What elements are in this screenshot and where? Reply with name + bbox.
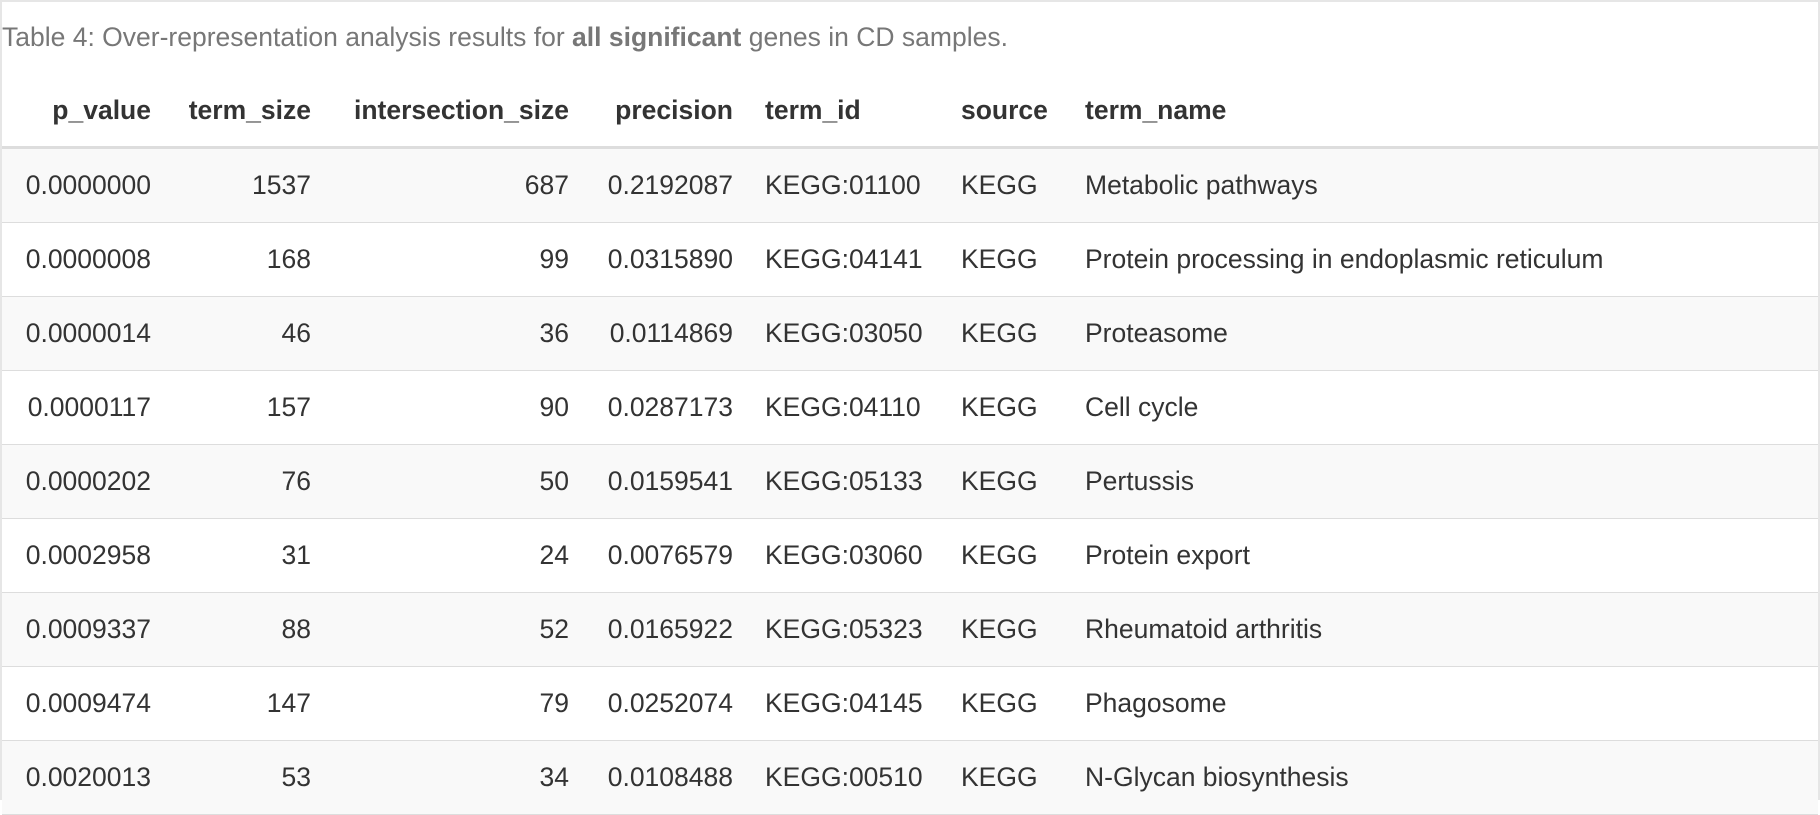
cell-term-id: KEGG:05323 <box>749 592 945 667</box>
cell-term-size: 88 <box>167 592 327 667</box>
table-row: 0.0020013 53 34 0.0108488 KEGG:00510 KEG… <box>2 740 1818 815</box>
cell-source: KEGG <box>945 444 1069 519</box>
header-row: p_value term_size intersection_size prec… <box>2 74 1818 149</box>
cell-intersection-size: 36 <box>327 296 585 371</box>
cell-source: KEGG <box>945 147 1069 223</box>
cell-precision: 0.0287173 <box>585 370 749 445</box>
cell-p-value: 0.0000202 <box>2 444 167 519</box>
cell-intersection-size: 24 <box>327 518 585 593</box>
column-header-precision[interactable]: precision <box>585 74 749 149</box>
caption-emphasis: all significant <box>572 22 742 52</box>
table-row: 0.0000014 46 36 0.0114869 KEGG:03050 KEG… <box>2 296 1818 371</box>
cell-term-name: Rheumatoid arthritis <box>1069 592 1818 667</box>
cell-intersection-size: 50 <box>327 444 585 519</box>
cell-precision: 0.2192087 <box>585 147 749 223</box>
cell-precision: 0.0114869 <box>585 296 749 371</box>
cell-term-name: Phagosome <box>1069 666 1818 741</box>
table-row: 0.0009337 88 52 0.0165922 KEGG:05323 KEG… <box>2 592 1818 667</box>
column-header-source[interactable]: source <box>945 74 1069 149</box>
results-table: p_value term_size intersection_size prec… <box>2 74 1818 815</box>
cell-term-id: KEGG:04141 <box>749 222 945 297</box>
column-header-intersection-size[interactable]: intersection_size <box>327 74 585 149</box>
cell-source: KEGG <box>945 296 1069 371</box>
cell-term-name: Metabolic pathways <box>1069 147 1818 223</box>
table-row: 0.0000202 76 50 0.0159541 KEGG:05133 KEG… <box>2 444 1818 519</box>
cell-intersection-size: 52 <box>327 592 585 667</box>
cell-precision: 0.0165922 <box>585 592 749 667</box>
cell-precision: 0.0252074 <box>585 666 749 741</box>
cell-term-id: KEGG:01100 <box>749 147 945 223</box>
cell-term-name: Cell cycle <box>1069 370 1818 445</box>
cell-p-value: 0.0020013 <box>2 740 167 815</box>
column-header-term-name[interactable]: term_name <box>1069 74 1818 149</box>
cell-source: KEGG <box>945 740 1069 815</box>
cell-p-value: 0.0000000 <box>2 147 167 223</box>
cell-term-id: KEGG:05133 <box>749 444 945 519</box>
table-row: 0.0000117 157 90 0.0287173 KEGG:04110 KE… <box>2 370 1818 445</box>
cell-term-name: Protein processing in endoplasmic reticu… <box>1069 222 1818 297</box>
cell-source: KEGG <box>945 222 1069 297</box>
cell-intersection-size: 687 <box>327 147 585 223</box>
cell-term-id: KEGG:04110 <box>749 370 945 445</box>
cell-source: KEGG <box>945 518 1069 593</box>
table-row: 0.0009474 147 79 0.0252074 KEGG:04145 KE… <box>2 666 1818 741</box>
table-row: 0.0002958 31 24 0.0076579 KEGG:03060 KEG… <box>2 518 1818 593</box>
cell-term-size: 31 <box>167 518 327 593</box>
cell-intersection-size: 99 <box>327 222 585 297</box>
cell-p-value: 0.0009474 <box>2 666 167 741</box>
cell-precision: 0.0315890 <box>585 222 749 297</box>
column-header-term-size[interactable]: term_size <box>167 74 327 149</box>
cell-term-name: Pertussis <box>1069 444 1818 519</box>
cell-term-size: 53 <box>167 740 327 815</box>
cell-term-id: KEGG:00510 <box>749 740 945 815</box>
cell-source: KEGG <box>945 592 1069 667</box>
cell-precision: 0.0076579 <box>585 518 749 593</box>
cell-term-size: 1537 <box>167 147 327 223</box>
cell-term-id: KEGG:03050 <box>749 296 945 371</box>
caption-suffix: genes in CD samples. <box>741 22 1008 52</box>
cell-term-id: KEGG:04145 <box>749 666 945 741</box>
cell-term-name: N-Glycan biosynthesis <box>1069 740 1818 815</box>
cell-term-size: 147 <box>167 666 327 741</box>
cell-source: KEGG <box>945 666 1069 741</box>
cell-term-name: Proteasome <box>1069 296 1818 371</box>
cell-intersection-size: 34 <box>327 740 585 815</box>
table-row: 0.0000000 1537 687 0.2192087 KEGG:01100 … <box>2 147 1818 223</box>
cell-p-value: 0.0000014 <box>2 296 167 371</box>
cell-precision: 0.0108488 <box>585 740 749 815</box>
column-header-p-value[interactable]: p_value <box>2 74 167 149</box>
table-row: 0.0000008 168 99 0.0315890 KEGG:04141 KE… <box>2 222 1818 297</box>
cell-p-value: 0.0000117 <box>2 370 167 445</box>
cell-term-name: Protein export <box>1069 518 1818 593</box>
cell-intersection-size: 90 <box>327 370 585 445</box>
cell-term-size: 76 <box>167 444 327 519</box>
cell-p-value: 0.0009337 <box>2 592 167 667</box>
cell-term-size: 168 <box>167 222 327 297</box>
cell-term-size: 157 <box>167 370 327 445</box>
cell-precision: 0.0159541 <box>585 444 749 519</box>
caption-prefix: Table 4: Over-representation analysis re… <box>2 22 573 52</box>
cell-intersection-size: 79 <box>327 666 585 741</box>
cell-term-id: KEGG:03060 <box>749 518 945 593</box>
column-header-term-id[interactable]: term_id <box>749 74 945 149</box>
cell-p-value: 0.0002958 <box>2 518 167 593</box>
cell-source: KEGG <box>945 370 1069 445</box>
table-caption: Table 4: Over-representation analysis re… <box>2 22 1008 53</box>
cell-term-size: 46 <box>167 296 327 371</box>
cell-p-value: 0.0000008 <box>2 222 167 297</box>
